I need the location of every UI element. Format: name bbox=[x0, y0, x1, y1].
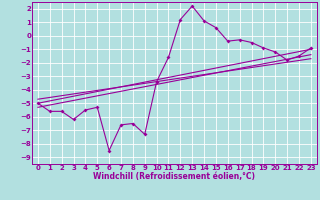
X-axis label: Windchill (Refroidissement éolien,°C): Windchill (Refroidissement éolien,°C) bbox=[93, 172, 255, 181]
